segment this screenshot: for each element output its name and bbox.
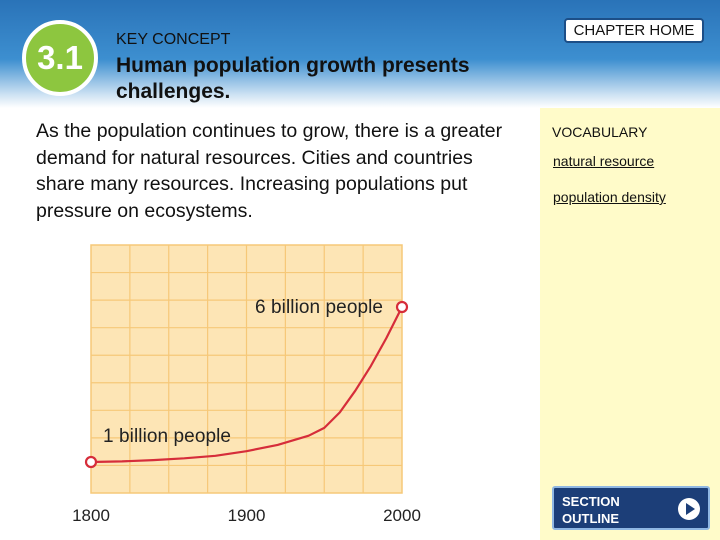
start-point	[84, 455, 98, 469]
population-curve	[90, 306, 403, 464]
annotation-6-billion: 6 billion people	[255, 297, 383, 318]
x-tick-label: 1800	[72, 506, 110, 525]
body-paragraph: As the population continues to grow, the…	[36, 120, 503, 222]
vocabulary-title: VOCABULARY	[552, 124, 648, 140]
play-arrow-icon	[678, 498, 700, 520]
page-title: Human population growth presents challen…	[116, 54, 470, 103]
population-chart: 1 billion people 6 billion people 1800 1900…	[72, 244, 421, 525]
section-outline-line2: OUTLINE	[562, 511, 620, 526]
section-outline-label: SECTION OUTLINE	[562, 493, 620, 527]
section-badge: 3.1	[22, 20, 98, 96]
section-outline-line1: SECTION	[562, 494, 620, 509]
vocab-link-population-density[interactable]: population density	[553, 189, 666, 205]
header-banner: 3.1 KEY CONCEPT Human population growth …	[0, 0, 720, 108]
key-concept-label: KEY CONCEPT	[116, 31, 231, 48]
end-point	[395, 300, 409, 314]
vocabulary-sidebar: VOCABULARY natural resource population d…	[540, 108, 720, 540]
annotation-1-billion: 1 billion people	[103, 426, 231, 447]
section-number: 3.1	[37, 39, 83, 76]
chapter-home-button[interactable]: CHAPTER HOME	[564, 18, 704, 43]
x-tick-label: 1900	[228, 506, 266, 525]
x-tick-label: 2000	[383, 506, 421, 525]
section-outline-button[interactable]: SECTION OUTLINE	[552, 486, 710, 530]
vocab-link-natural-resource[interactable]: natural resource	[553, 153, 655, 169]
